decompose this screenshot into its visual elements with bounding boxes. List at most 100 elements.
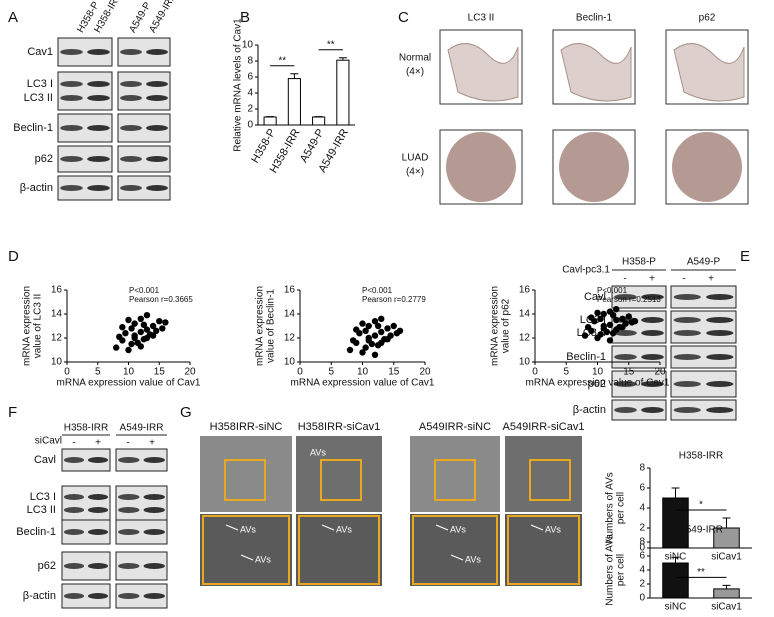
significance: * [699,500,703,511]
y-tick-label: 10 [284,357,296,368]
blot-band [614,330,637,336]
scatter-point [613,306,620,313]
em-title: H358IRR-siNC [210,421,283,433]
bar [662,562,689,599]
blot-row-label: p62 [38,560,56,572]
panel-label: E [740,248,750,265]
blot-box [611,285,667,309]
sign: - [126,438,129,449]
blot-row-label: Cavl [584,291,606,303]
blot-band [706,381,734,387]
zoom-frame [298,515,380,585]
sign: + [649,274,655,285]
blot-band [673,317,701,323]
y-tick-label: 10 [519,357,531,368]
blot-band [673,330,701,336]
blot-band [120,49,142,55]
blot-band [143,563,165,569]
x-tick-label: 10 [357,367,369,378]
blot-band [641,381,664,387]
scatter-point [625,313,632,320]
blot-band [146,125,168,131]
em-zoom [505,514,582,586]
em-marker: AVs [310,447,326,457]
x-tick-label: 20 [419,367,431,378]
x-tick-label: siCav1 [711,552,742,563]
x-tick-label: 0 [64,367,70,378]
scatter-point [125,346,132,354]
scatter-point [613,316,620,324]
y-tick-label: 0 [247,120,253,131]
blot-band [673,294,701,300]
scatter-point [137,328,144,336]
blot-row-label: p62 [588,378,606,390]
x-axis-label: mRNA expression value of Cav1 [526,378,670,389]
zoom-box [434,459,476,501]
scatter-point [390,322,397,330]
blot-band [63,529,85,535]
scatter-point [125,316,132,324]
blot-row-label: LC3 I [30,491,56,503]
blot-band [87,156,110,162]
group-label: H358-P [622,257,656,268]
y-tick-label: 12 [284,333,296,344]
y-tick-label: 0 [639,593,645,604]
error-bar [671,556,680,563]
blot-band [87,457,109,463]
blot-band [118,563,140,569]
y-tick-label: 14 [284,309,296,320]
x-tick-label: 15 [154,367,166,378]
scatter-point [131,320,138,327]
marker-arrow [530,524,544,531]
scatter-point [609,312,617,319]
x-tick-label: 15 [623,367,635,378]
scatter-point [378,315,385,322]
sign: + [149,438,155,449]
y-axis-label: Relative mRNA levels of Cav1 [233,18,244,152]
tissue-section [447,43,519,102]
y-tick-label: 16 [519,285,531,296]
blot-band [87,593,109,599]
zoom-frame [202,515,290,585]
bar [336,59,350,126]
panel-label: A [8,9,18,26]
x-tick-label: 20 [654,367,666,378]
blot-band [60,125,83,131]
panel-label: G [180,404,192,421]
blot-row-label: Beclin-1 [16,526,56,538]
blot-band [63,494,85,500]
blot-row-label: Cav1 [27,46,53,58]
zoom-box [224,459,266,501]
blot-band [118,494,140,500]
blot-band [87,185,110,191]
y-tick-label: 2 [639,579,645,590]
scatter-point [362,327,369,334]
y-axis-label: mRNA expression [255,286,266,366]
scatter-point [606,321,614,328]
y-tick-label: 6 [247,72,253,83]
blot-band [118,457,140,463]
y-tick-label: 12 [519,333,531,344]
scatter-point [359,349,366,356]
blot-box [115,485,168,521]
blot-band [146,49,168,55]
zoom-frame [412,515,498,585]
scatter-point [378,339,385,346]
y-tick-label: 14 [519,309,531,320]
scatter-point [371,318,379,325]
blot-band [641,294,664,300]
y-tick-label: 2 [639,523,645,534]
em-marker: AVs [336,524,352,534]
annotation: P<0.001 [129,286,160,295]
blot-band [60,156,83,162]
blot-band [143,507,165,513]
group-label: H358-IRR [64,423,108,434]
marker-arrow [240,554,254,561]
blot-row-label: β-actin [573,404,606,416]
y-axis-label: per cell [616,554,627,586]
blot-box [670,345,737,369]
scatter-point [159,325,166,332]
panel-label: B [240,9,250,26]
scatter-point [588,314,595,321]
